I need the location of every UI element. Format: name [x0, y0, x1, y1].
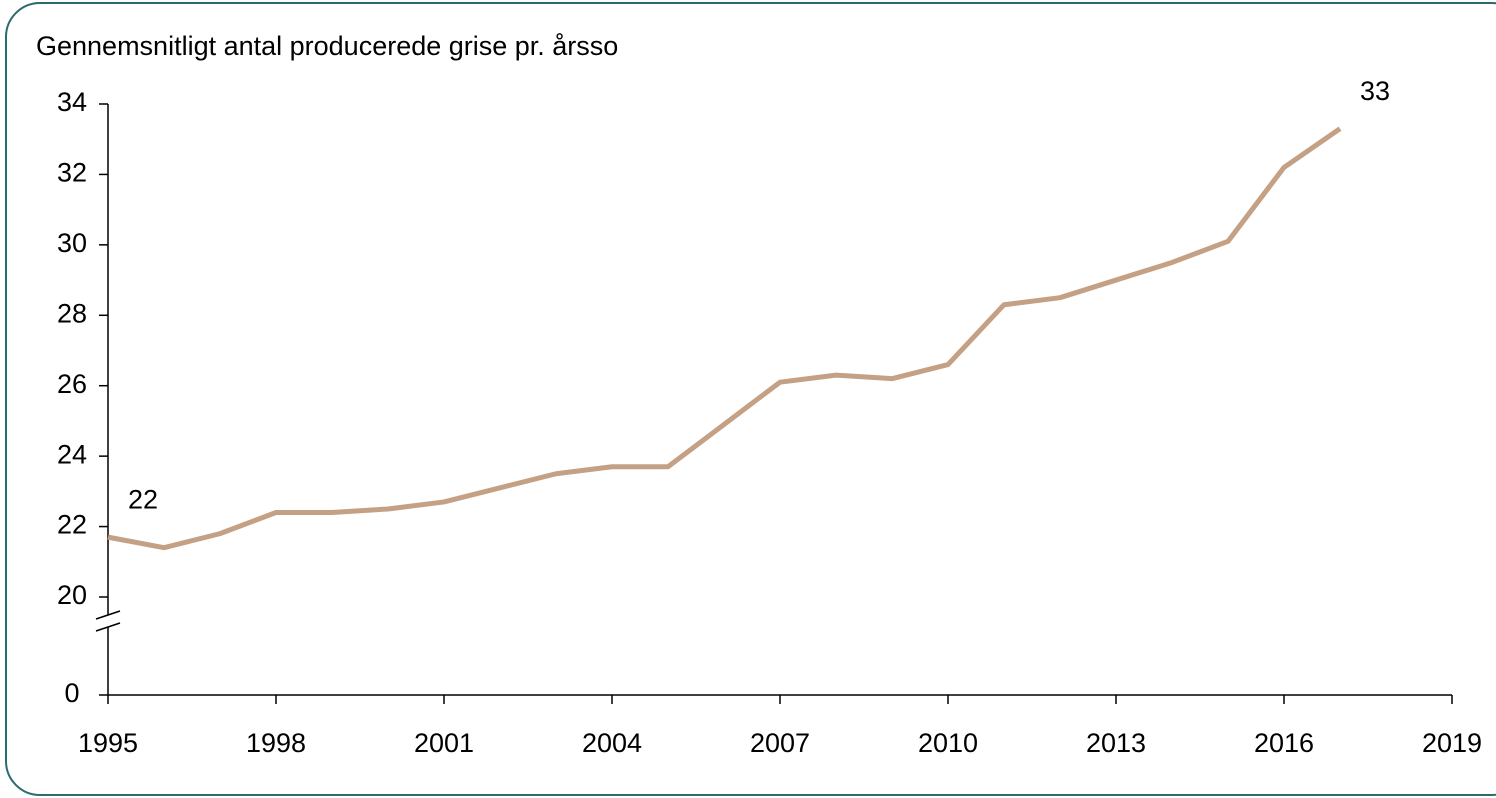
x-tick-label: 2004 [582, 728, 642, 758]
y-tick-label: 24 [57, 439, 87, 469]
line [107, 126, 1342, 551]
data-label: 33 [1360, 76, 1390, 106]
y-tick-label: 32 [57, 158, 87, 188]
y-tick-label: 0 [64, 678, 79, 708]
y-tick-label: 26 [57, 369, 87, 399]
y-tick-label: 22 [57, 510, 87, 540]
y-tick-label: 30 [57, 228, 87, 258]
axis-break [95, 610, 121, 620]
x-tick-label: 2007 [750, 728, 810, 758]
frame [5, 2, 1496, 796]
x-tick-label: 2019 [1422, 728, 1482, 758]
x-tick-label: 1995 [78, 728, 138, 758]
x-tick-label: 1998 [246, 728, 306, 758]
chart-title: Gennemsnitligt antal producerede grise p… [36, 31, 618, 61]
y-tick-label: 20 [57, 580, 87, 610]
data-label: 22 [128, 484, 158, 514]
x-tick-label: 2001 [414, 728, 474, 758]
y-tick-label: 28 [57, 298, 87, 328]
x-tick-label: 2013 [1086, 728, 1146, 758]
y-tick-label: 34 [57, 87, 87, 117]
x-tick-label: 2016 [1254, 728, 1314, 758]
axis-break-gap [105, 615, 111, 627]
axis-break [95, 622, 121, 632]
x-tick-label: 2010 [918, 728, 978, 758]
